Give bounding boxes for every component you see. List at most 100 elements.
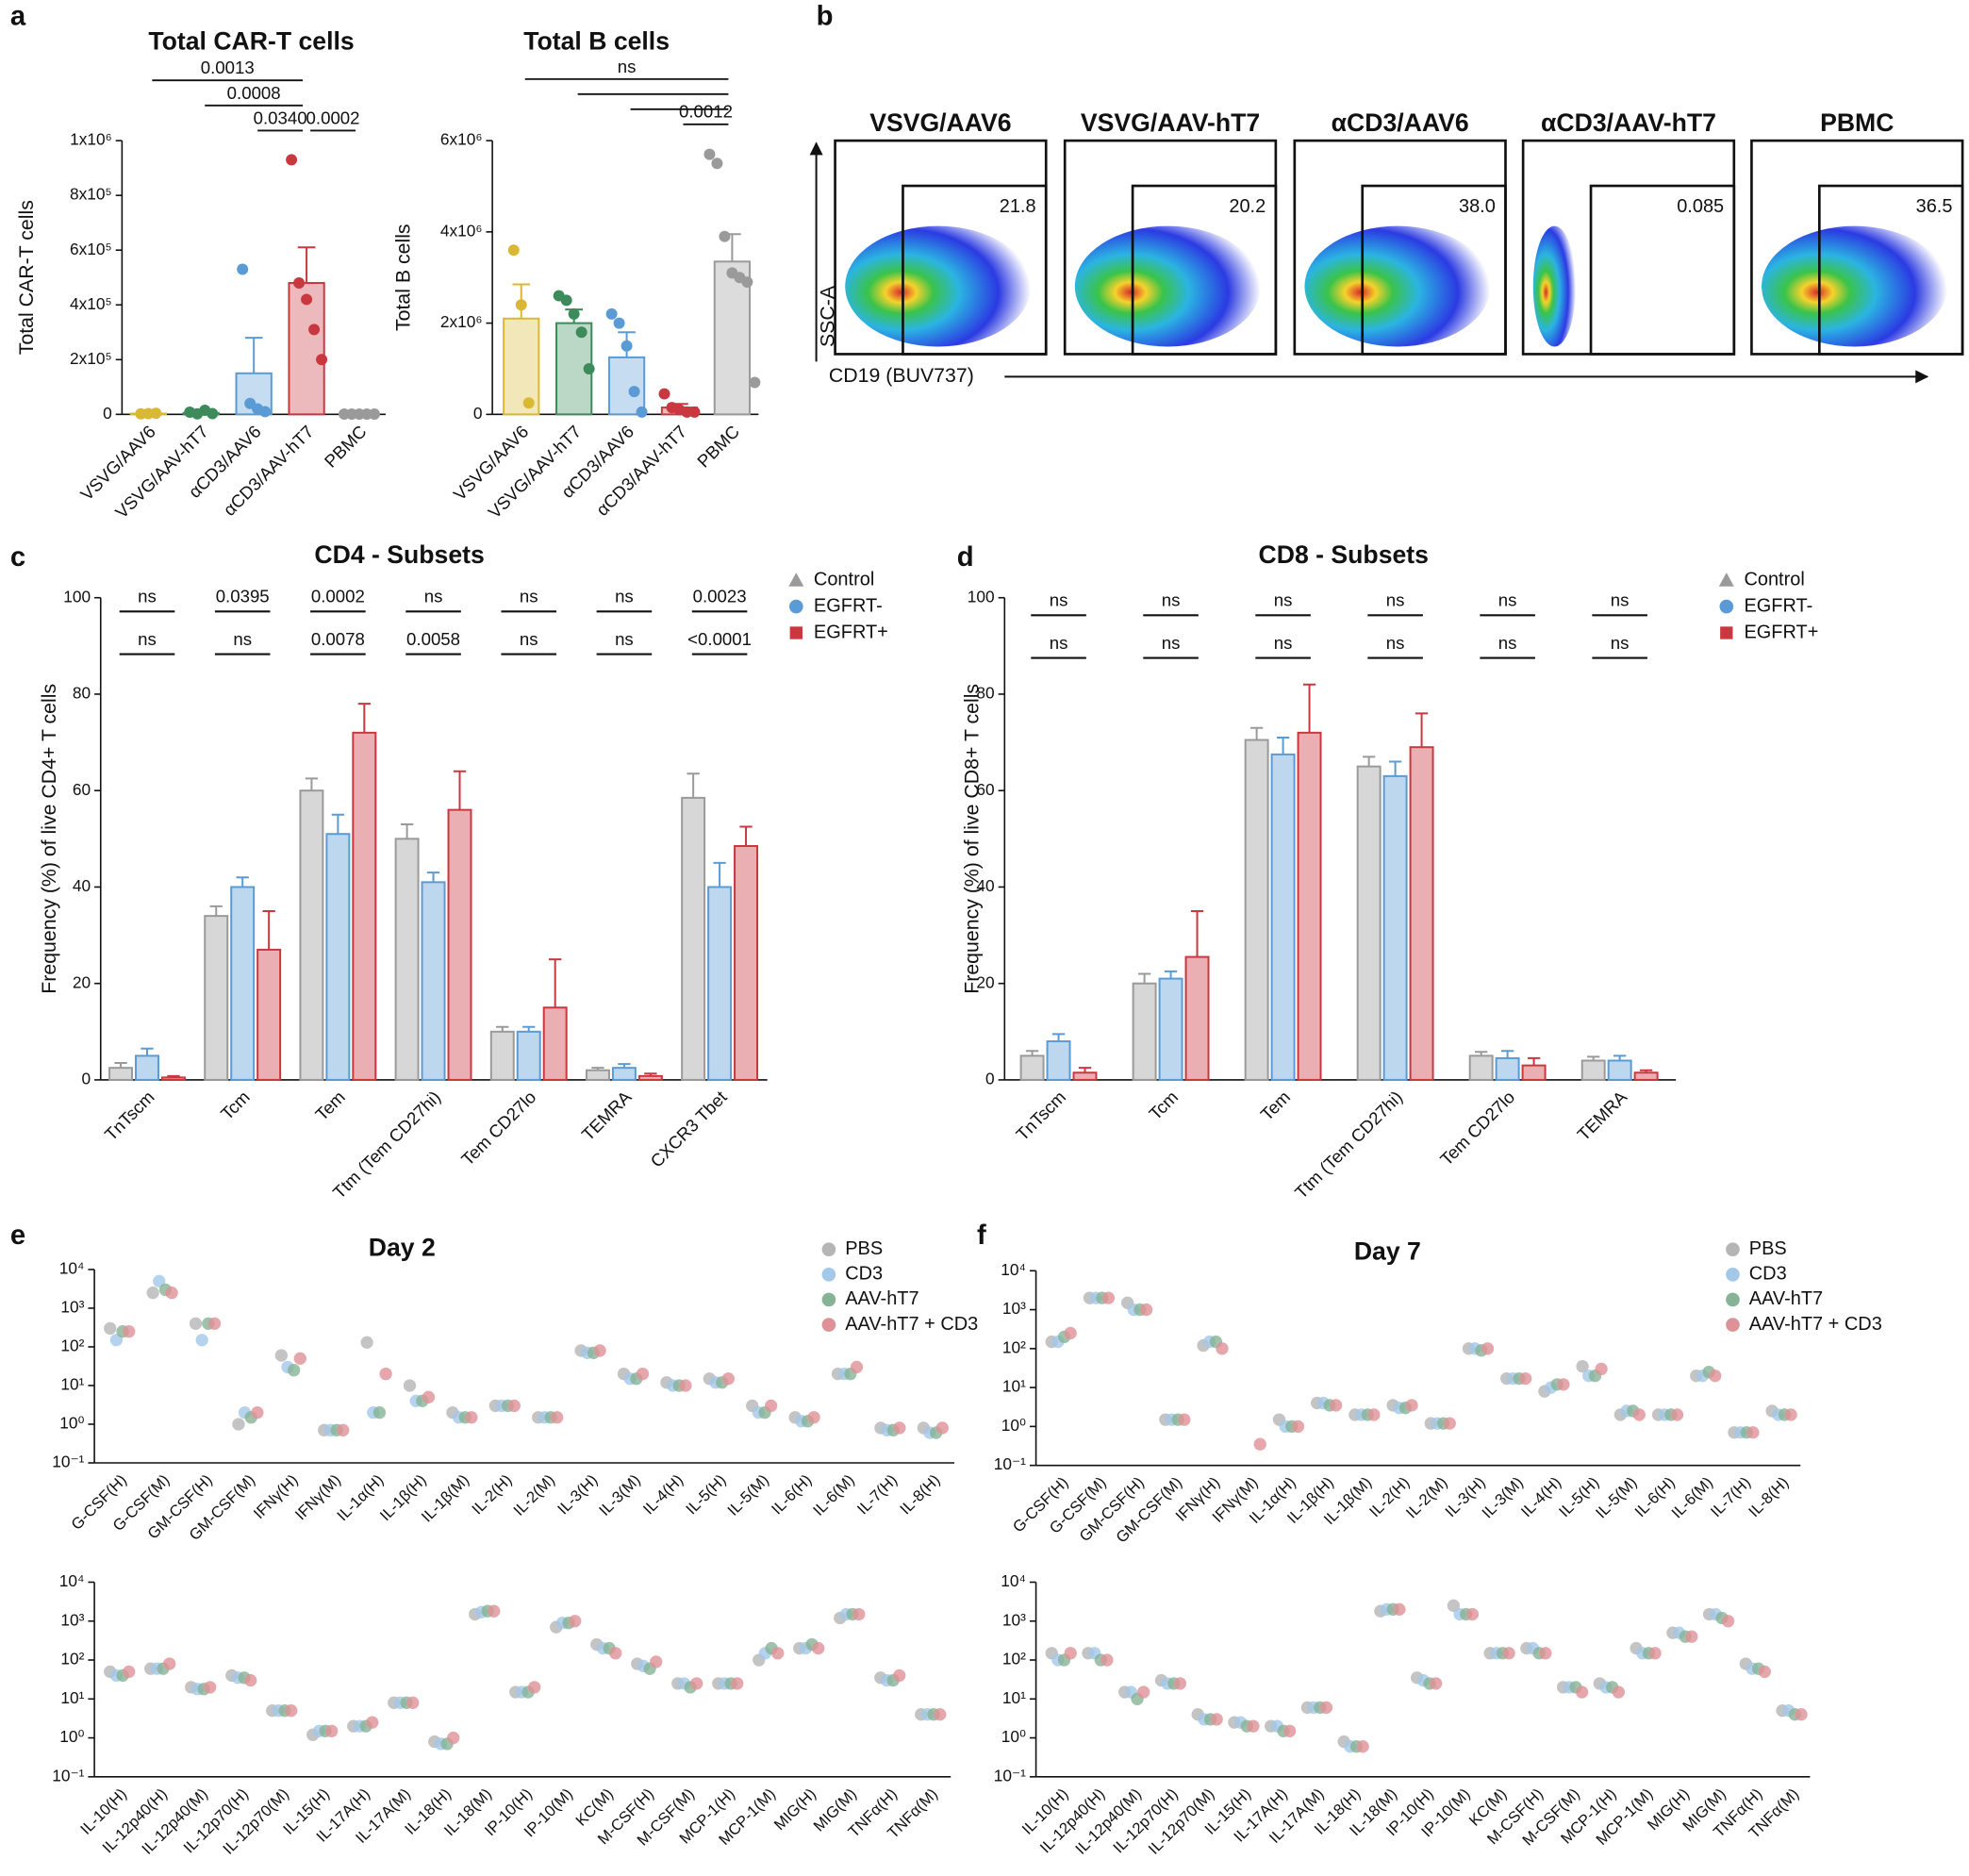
data-point (1429, 1677, 1443, 1690)
chart-title: CD8 - Subsets (1259, 540, 1429, 569)
data-point (165, 1287, 178, 1300)
error-bar (453, 770, 467, 810)
data-point (372, 1405, 387, 1419)
data-point (1612, 1685, 1625, 1699)
data-point (812, 1641, 825, 1655)
legend-label: CD3 (845, 1264, 883, 1285)
error-bar (1051, 1033, 1066, 1042)
data-point (337, 1423, 350, 1436)
error-bar (114, 1062, 127, 1069)
error-bar (331, 813, 345, 835)
data-point (1210, 1713, 1223, 1726)
data-point (1137, 1685, 1150, 1699)
legend-label: EGFRT- (814, 595, 883, 616)
x-tick-label: IL-4(H) (1517, 1473, 1564, 1520)
y-tick-label: 10⁰ (1001, 1727, 1026, 1746)
legend-label: Control (814, 569, 874, 589)
data-point (123, 1325, 136, 1338)
density-blob (1304, 225, 1491, 347)
significance-label: 0.0002 (311, 587, 365, 606)
significance-label: 0.0395 (216, 587, 270, 606)
data-point (636, 1367, 650, 1381)
y-tick-label: 100 (63, 587, 91, 606)
x-tick-label: IL-6(M) (1668, 1473, 1716, 1521)
panel-label: a (10, 0, 26, 31)
data-point (935, 1421, 949, 1435)
bar (325, 833, 351, 1081)
error-bar (1527, 1056, 1541, 1066)
chart-title: Day 2 (369, 1234, 436, 1262)
bar (299, 789, 324, 1081)
bar (204, 915, 229, 1081)
legend-marker (1726, 1292, 1740, 1307)
data-point (163, 1657, 176, 1670)
data-point (207, 407, 219, 420)
error-bar (1276, 736, 1290, 755)
y-tick-label: 10⁻¹ (994, 1766, 1026, 1785)
gate (1131, 184, 1278, 356)
y-tick-label: 40 (73, 876, 91, 895)
bar (1132, 982, 1157, 1081)
data-point (465, 1411, 478, 1424)
x-tick-label: IL-5(H) (683, 1470, 730, 1518)
error-bar (644, 1072, 657, 1076)
data-point (560, 294, 572, 307)
significance-label: ns (1498, 590, 1517, 610)
x-tick-label: IL-5(M) (1592, 1473, 1640, 1521)
data-point (741, 276, 753, 289)
x-tick-label: IL-6(M) (809, 1470, 857, 1519)
data-point (731, 1677, 744, 1690)
data-point (1670, 1408, 1684, 1421)
legend-label: AAV-hT7 + CD3 (1749, 1314, 1882, 1335)
y-tick-label: 10² (1002, 1337, 1026, 1356)
data-point (368, 408, 380, 421)
gate-value: 21.8 (1000, 196, 1036, 217)
bar (611, 1067, 637, 1081)
data-point (719, 230, 731, 242)
data-point (1367, 1408, 1381, 1421)
bar (108, 1067, 134, 1081)
y-tick-label: 2x10⁶ (440, 312, 483, 331)
error-bar (305, 777, 319, 791)
y-tick-label: 10⁻¹ (52, 1453, 84, 1471)
data-point (628, 386, 640, 398)
bar (1633, 1071, 1659, 1081)
bar (1580, 1059, 1606, 1081)
bar (1495, 1056, 1520, 1081)
y-tick-label: 10⁴ (1001, 1571, 1026, 1590)
panel-label: e (10, 1220, 25, 1251)
data-point (679, 1379, 692, 1392)
plot-title: PBMC (1820, 108, 1894, 137)
data-point (1173, 1677, 1187, 1690)
x-tick-label: IL-1β(M) (418, 1470, 472, 1525)
y-tick-label: 10² (60, 1336, 84, 1355)
data-point (749, 376, 761, 389)
data-point (232, 1418, 245, 1431)
significance-label: ns (1050, 590, 1068, 610)
data-point (308, 324, 321, 336)
data-point (1393, 1602, 1406, 1616)
bar (1158, 977, 1183, 1081)
data-point (325, 1724, 339, 1737)
error-bar (167, 1074, 180, 1078)
data-point (1139, 1303, 1153, 1317)
error-bar (262, 910, 275, 950)
significance-label: 0.0008 (227, 83, 281, 103)
legend-marker (1718, 573, 1734, 587)
data-point (1746, 1426, 1760, 1439)
gate (1818, 184, 1964, 356)
data-point (934, 1708, 947, 1721)
data-point (1405, 1399, 1418, 1412)
data-point (1557, 1378, 1570, 1391)
legend-marker (1726, 1242, 1740, 1256)
bar (489, 1030, 515, 1081)
data-point (251, 1405, 264, 1419)
data-point (1784, 1408, 1797, 1421)
bar (1244, 739, 1269, 1081)
legend-label: AAV-hT7 + CD3 (845, 1314, 978, 1335)
x-tick-label: IL-3(M) (1479, 1473, 1527, 1521)
y-tick-label: 20 (73, 972, 91, 991)
data-point (379, 1367, 392, 1381)
data-point (488, 1604, 501, 1618)
